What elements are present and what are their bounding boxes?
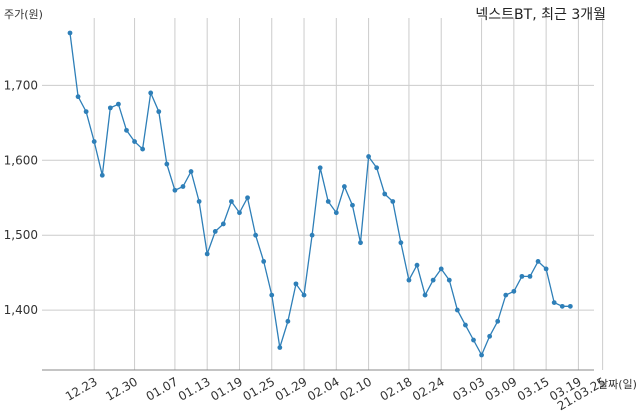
data-point — [527, 273, 533, 279]
chart-title: 넥스트BT, 최근 3개월 — [475, 7, 606, 23]
data-point — [285, 318, 291, 324]
data-point — [325, 199, 331, 204]
data-point — [503, 292, 509, 298]
data-point — [75, 94, 81, 100]
x-tick-label: 03.03 — [450, 374, 487, 403]
data-point — [382, 191, 388, 197]
data-point — [430, 277, 436, 283]
data-point — [358, 240, 363, 246]
y-axis-label: 주가(원) — [4, 8, 43, 21]
data-point — [164, 161, 170, 167]
data-point — [204, 251, 210, 257]
data-point — [446, 277, 452, 283]
data-point — [269, 292, 275, 298]
data-point — [333, 210, 339, 216]
data-point — [188, 169, 194, 174]
y-tick-labels: 1,400 1,500 1,600 1,700 — [4, 78, 38, 317]
data-point — [132, 139, 137, 144]
y-tick-label: 1,500 — [4, 228, 38, 242]
data-point — [519, 273, 525, 279]
data-point — [253, 232, 259, 238]
data-point — [212, 229, 218, 234]
x-tick-labels: 12.23 12.30 01.0701.1301.1901.2501.2902.04… — [63, 374, 608, 413]
data-point — [471, 337, 476, 343]
data-point — [124, 127, 129, 133]
x-tick-label: 02.18 — [378, 374, 415, 403]
data-points — [67, 30, 573, 358]
data-point — [148, 90, 154, 96]
x-tick-label: 01.25 — [240, 374, 277, 403]
data-point — [196, 199, 202, 204]
x-tick-label: 02.10 — [337, 374, 374, 403]
x-tick-label: 02.24 — [410, 374, 447, 403]
data-point — [317, 165, 323, 171]
data-point — [551, 300, 557, 305]
grid-lines — [42, 18, 604, 370]
data-point — [454, 307, 460, 313]
data-point — [301, 292, 307, 298]
data-point — [293, 281, 299, 287]
x-tick-label: 12.23 — [63, 374, 100, 403]
data-point — [398, 240, 404, 246]
data-point — [180, 184, 186, 189]
y-tick-label: 1,700 — [4, 78, 38, 92]
data-point — [91, 139, 97, 144]
data-point — [229, 199, 234, 204]
data-point — [422, 292, 428, 298]
data-point — [495, 318, 501, 324]
price-line — [69, 32, 571, 357]
y-tick-label: 1,600 — [4, 153, 38, 167]
data-point — [487, 333, 493, 339]
data-point — [107, 105, 113, 111]
data-point — [245, 195, 250, 201]
data-point — [172, 187, 178, 193]
data-point — [567, 303, 573, 309]
x-tick-label: 03.09 — [483, 374, 520, 403]
data-point — [67, 30, 73, 36]
data-point — [116, 101, 121, 107]
data-point — [237, 210, 242, 216]
data-point — [350, 202, 355, 208]
data-point — [438, 266, 444, 272]
data-point — [374, 165, 380, 171]
x-tick-label: 01.29 — [273, 374, 310, 403]
x-tick-label: 01.07 — [144, 374, 181, 403]
data-point — [511, 288, 517, 294]
x-tick-label: 02.04 — [305, 374, 342, 403]
data-point — [535, 259, 541, 264]
data-point — [559, 303, 565, 309]
x-tick-label: 01.13 — [176, 374, 213, 403]
data-point — [341, 184, 347, 189]
data-point — [261, 259, 267, 264]
y-tick-label: 1,400 — [4, 303, 38, 317]
x-tick-label: 03.15 — [515, 374, 552, 403]
data-point — [543, 266, 549, 272]
data-point — [83, 109, 89, 115]
data-point — [414, 262, 420, 268]
x-tick-label: 12.30 — [103, 374, 140, 403]
data-point — [277, 345, 283, 350]
x-axis-label: 날짜(일) — [598, 378, 637, 391]
data-point — [479, 352, 484, 358]
data-point — [406, 277, 412, 283]
data-point — [390, 199, 396, 204]
data-point — [140, 146, 146, 152]
data-point — [220, 221, 226, 227]
data-point — [463, 322, 468, 328]
data-point — [99, 172, 105, 178]
data-point — [156, 109, 162, 115]
x-tick-label: 01.19 — [208, 374, 245, 403]
data-point — [366, 154, 371, 159]
data-point — [309, 232, 315, 238]
